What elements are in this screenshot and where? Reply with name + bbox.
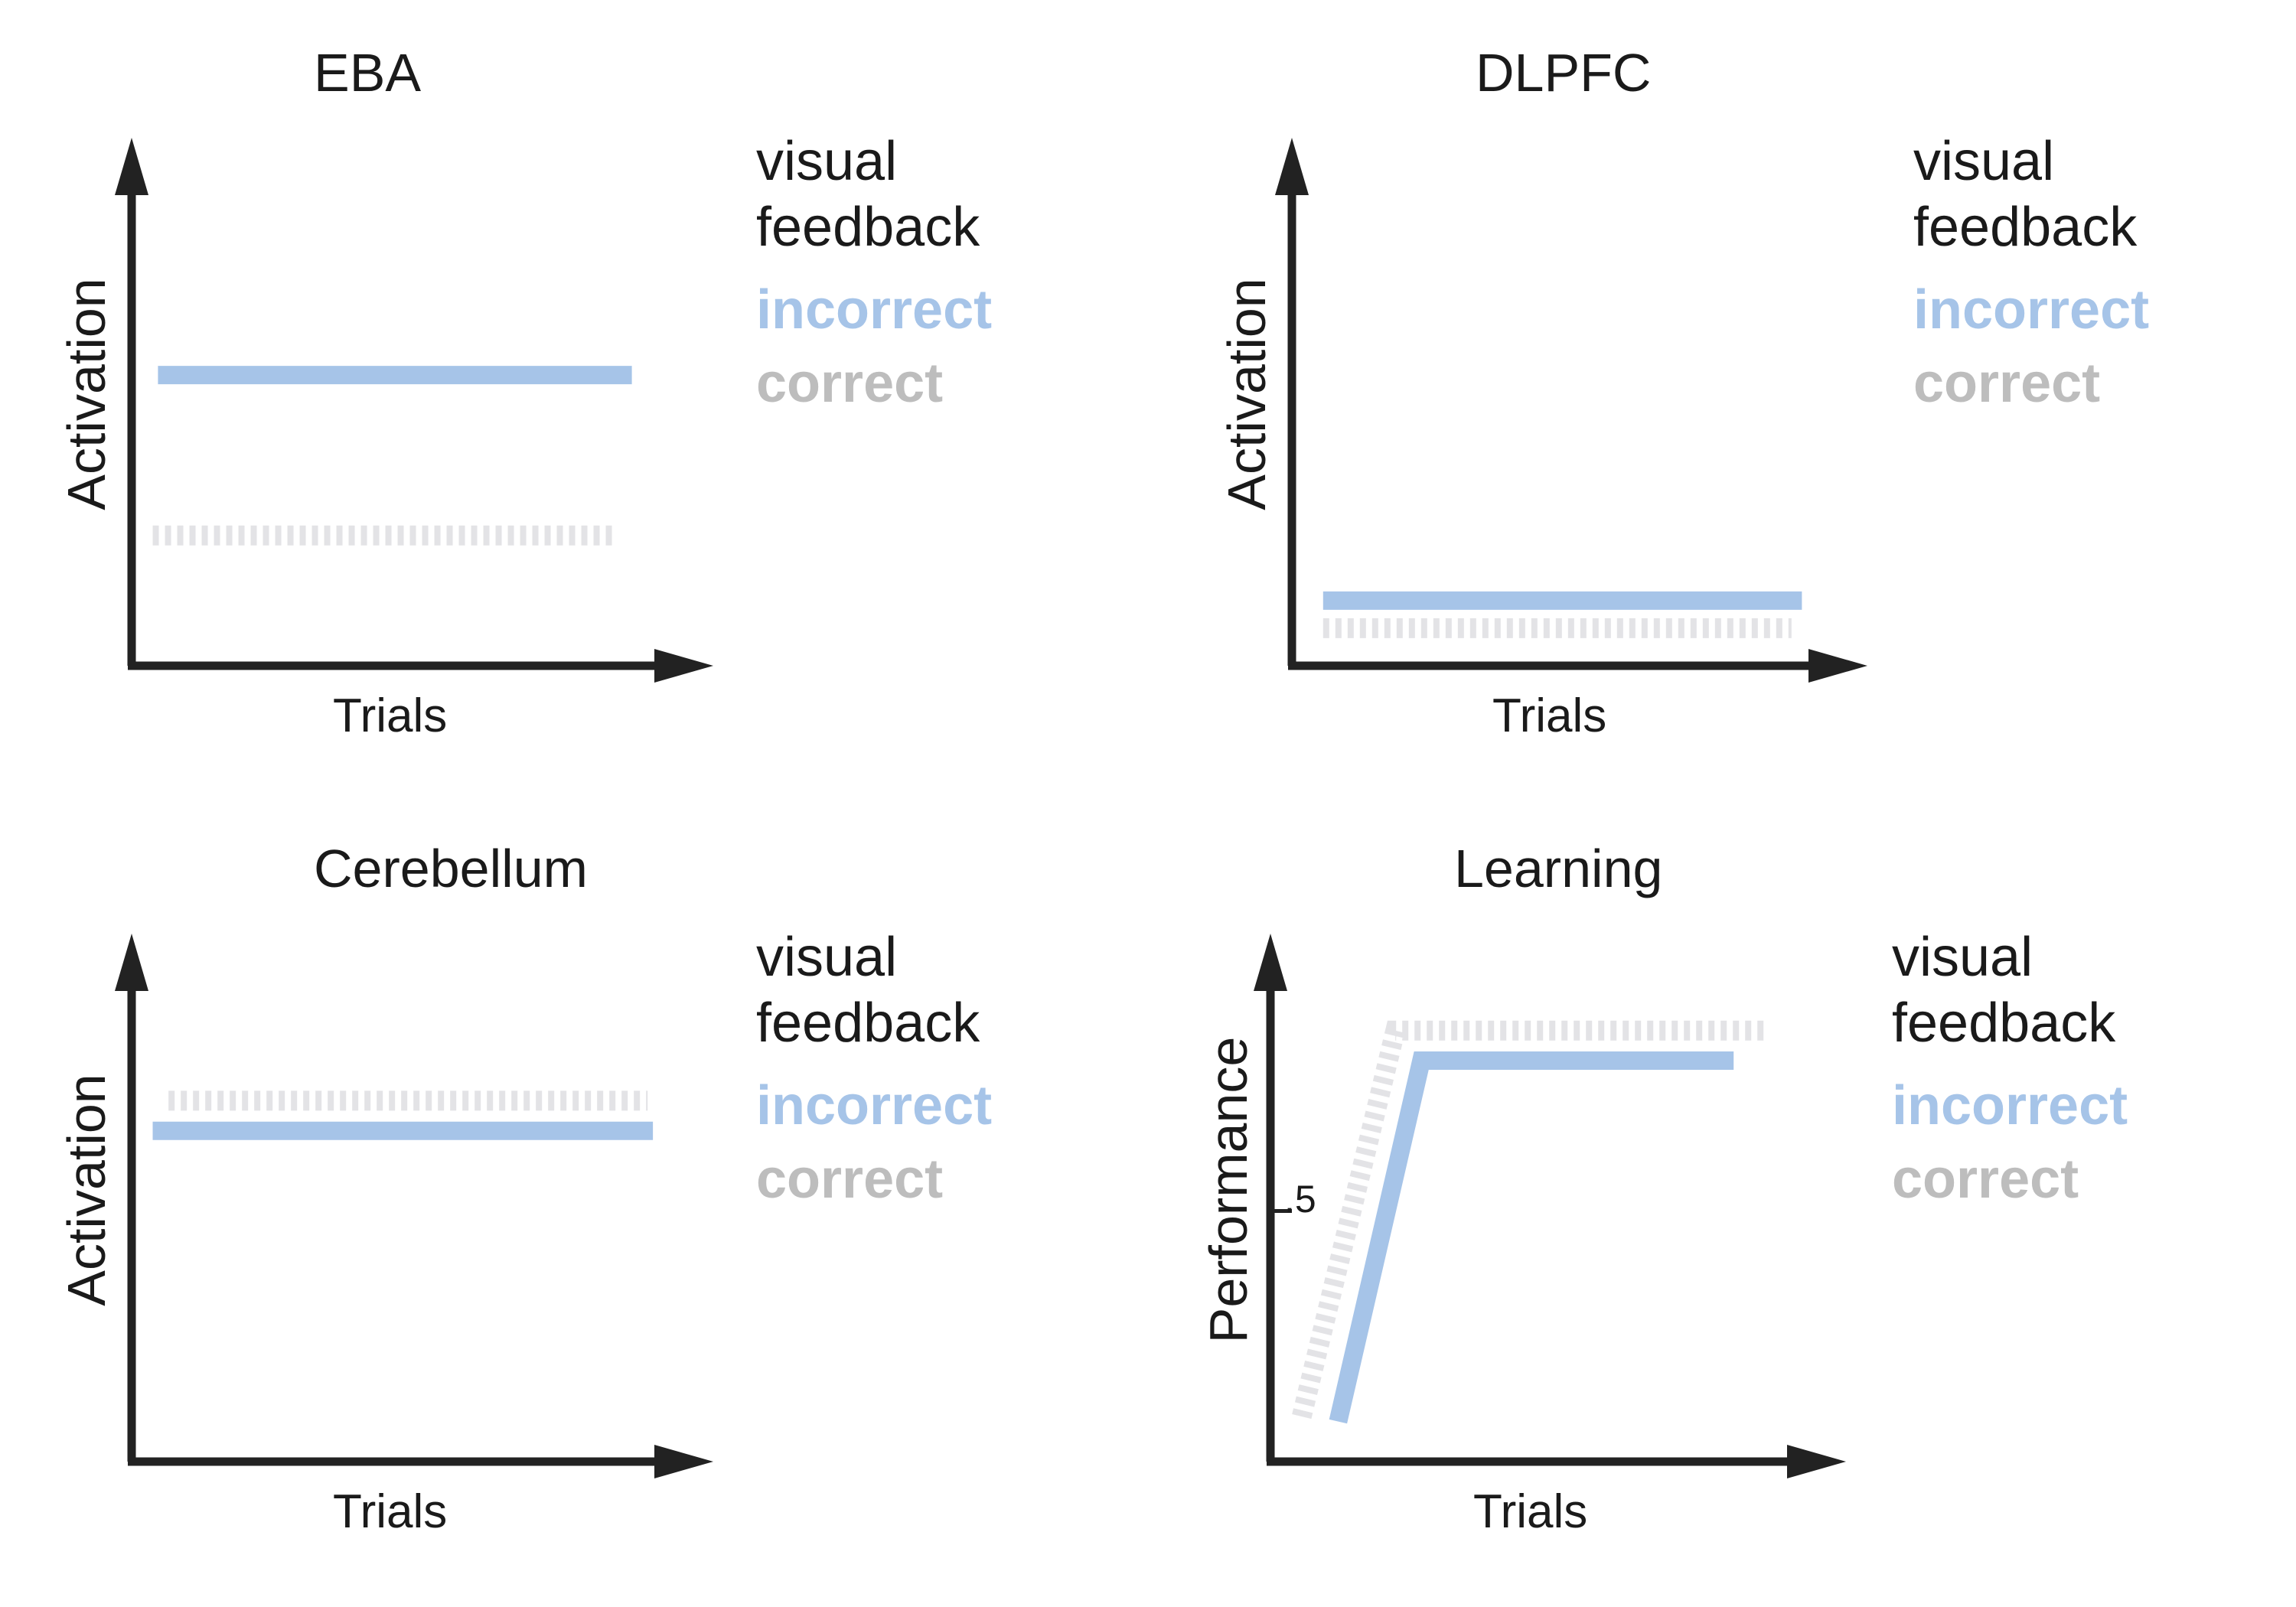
x-axis-label: Trials	[1473, 1485, 1588, 1538]
y-axis-label: Activation	[57, 1074, 116, 1306]
chart-title: EBA	[314, 43, 422, 103]
legend-item-correct: correct	[1892, 1149, 2079, 1210]
legend-item-incorrect: incorrect	[756, 1075, 993, 1136]
legend: visual feedback incorrect correct	[756, 924, 1016, 1212]
chart-panel-eba: EBA Activation Trials visual feedback in…	[0, 0, 1148, 796]
y-axis-arrow-icon	[115, 934, 148, 991]
x-axis-arrow-icon	[654, 649, 713, 683]
chart-title: Cerebellum	[314, 839, 588, 898]
legend: visual feedback incorrect correct	[1892, 924, 2152, 1212]
x-axis-label: Trials	[1492, 689, 1607, 742]
x-axis-arrow-icon	[654, 1445, 713, 1478]
y-axis-label: Performance	[1199, 1036, 1258, 1344]
chart-title: Learning	[1454, 839, 1663, 898]
y-axis-label: Activation	[1217, 278, 1277, 510]
x-axis-label: Trials	[333, 1485, 448, 1538]
legend-item-incorrect: incorrect	[1913, 279, 2150, 341]
legend-title: visual feedback	[756, 131, 980, 258]
chart-panel-learning: Learning Performance Trials .5 visual fe…	[1156, 796, 2296, 1592]
chart-title: DLPFC	[1476, 43, 1652, 103]
legend-title: visual feedback	[1892, 927, 2116, 1054]
legend-item-correct: correct	[756, 1149, 944, 1210]
y-axis-arrow-icon	[1254, 934, 1287, 991]
legend-item-correct: correct	[756, 353, 944, 414]
legend-title: visual feedback	[1913, 131, 2138, 258]
chart-plot-cerebellum	[115, 934, 713, 1478]
chart-panel-cerebellum: Cerebellum Activation Trials visual feed…	[0, 796, 1148, 1592]
legend-item-incorrect: incorrect	[756, 279, 993, 341]
legend: visual feedback incorrect correct	[756, 129, 1016, 416]
legend-title: visual feedback	[756, 927, 980, 1054]
legend: visual feedback incorrect correct	[1913, 129, 2174, 416]
chart-plot-eba	[115, 138, 713, 683]
y-tick-label: .5	[1284, 1178, 1316, 1221]
chart-plot-learning	[1254, 934, 1846, 1478]
series-line-incorrect	[1329, 1051, 1734, 1424]
legend-item-correct: correct	[1913, 353, 2101, 414]
chart-panel-dlpfc: DLPFC Activation Trials visual feedback …	[1156, 0, 2296, 796]
series-line-correct	[1292, 1020, 1765, 1420]
x-axis-arrow-icon	[1808, 649, 1867, 683]
x-axis-label: Trials	[333, 689, 448, 742]
y-axis-arrow-icon	[1275, 138, 1309, 195]
y-axis-label: Activation	[57, 278, 116, 510]
legend-item-incorrect: incorrect	[1892, 1075, 2128, 1136]
chart-plot-dlpfc	[1275, 138, 1867, 683]
x-axis-arrow-icon	[1787, 1445, 1846, 1478]
y-axis-arrow-icon	[115, 138, 148, 195]
